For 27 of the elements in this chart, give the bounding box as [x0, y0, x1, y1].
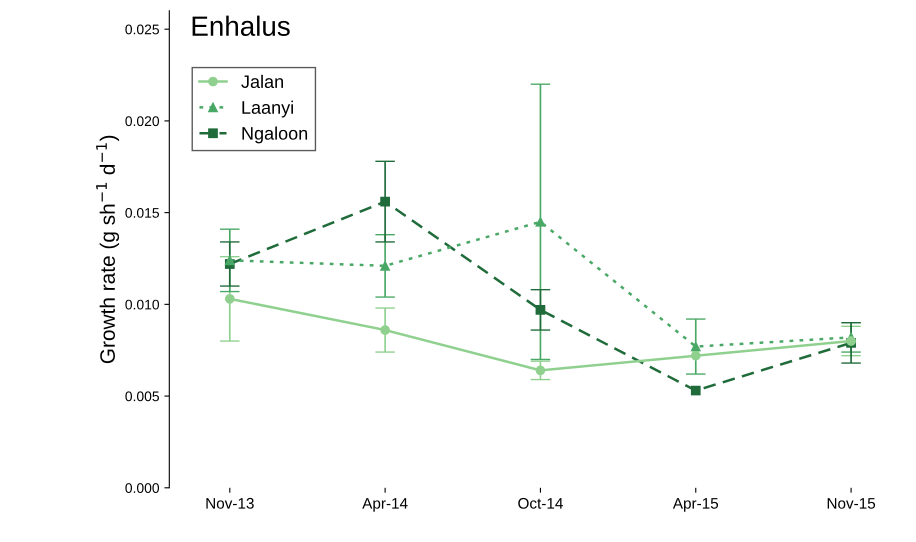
- legend-label: Jalan: [241, 74, 283, 88]
- point: [380, 325, 390, 335]
- point: [380, 260, 390, 271]
- x-tick-label: Oct-14: [518, 498, 563, 509]
- point: [224, 294, 235, 304]
- point: [536, 366, 546, 376]
- x-tick-label: Apr-15: [672, 498, 718, 512]
- point: [690, 342, 701, 352]
- y-tick-label: 0.000: [125, 483, 160, 493]
- point: [690, 350, 701, 361]
- legend-title: Enhalus: [192, 16, 290, 36]
- x-tick-label: Nov-13: [206, 498, 254, 509]
- point: [380, 196, 390, 206]
- legend-label: Laanyi: [242, 100, 293, 118]
- y-axis-title: Growth rate (g sh$^{−1}$ d$^{−1}$): [96, 136, 120, 364]
- point: [536, 216, 546, 227]
- y-tick-label: 0.010: [125, 300, 160, 310]
- x-tick-label: Apr-14: [362, 498, 408, 512]
- y-tick-label: 0.015: [125, 208, 160, 218]
- legend-label: Ngaloon: [242, 126, 308, 144]
- point: [224, 255, 235, 266]
- y-tick-label: 0.025: [125, 24, 160, 34]
- y-tick-label: 0.005: [125, 391, 160, 402]
- y-tick-label: 0.020: [125, 116, 160, 126]
- point: [690, 386, 701, 396]
- x-tick-label: Nov-15: [828, 498, 876, 509]
- point: [536, 304, 546, 315]
